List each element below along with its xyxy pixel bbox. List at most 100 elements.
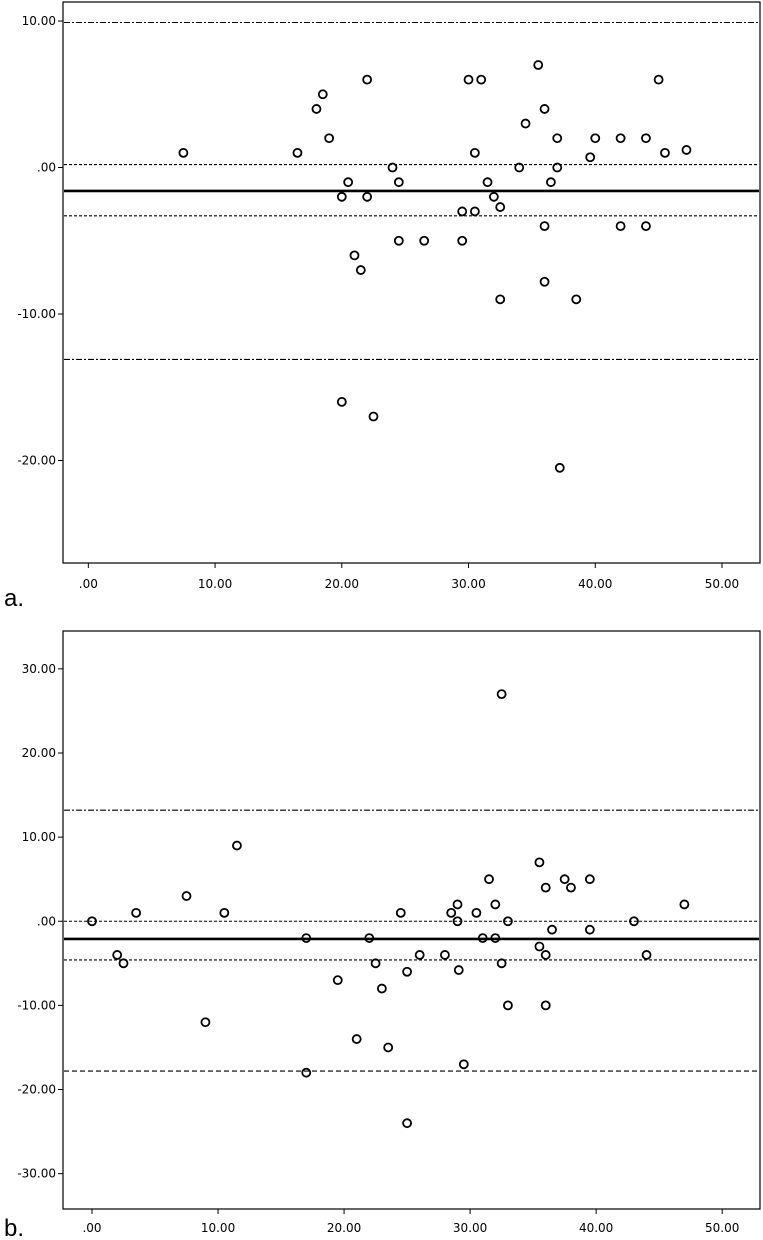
panel-b-data-point bbox=[395, 907, 406, 918]
panel-b-data-point bbox=[534, 941, 545, 952]
panel-a-data-point bbox=[546, 177, 556, 188]
panel-a-data-point bbox=[349, 250, 360, 261]
panel-a-data-point bbox=[324, 133, 335, 144]
panel-b-data-point bbox=[540, 1000, 551, 1011]
panel-a-data-point bbox=[495, 202, 506, 212]
panel-b-data-point bbox=[370, 958, 381, 969]
panel-b-data-point bbox=[301, 933, 312, 943]
panel-a-data-point bbox=[476, 74, 487, 85]
panel-b-data-point bbox=[484, 874, 494, 885]
panel-b-data-point bbox=[232, 840, 242, 851]
panel-a-data-point bbox=[681, 145, 692, 155]
panel-b-data-point bbox=[402, 1118, 412, 1129]
panel-a-data-point bbox=[469, 206, 480, 217]
panel-b-data-point bbox=[534, 857, 545, 868]
panel-a-data-point bbox=[469, 147, 480, 158]
panel-b-data-point bbox=[566, 882, 576, 893]
panel-b-data-point bbox=[490, 899, 501, 910]
panel-a-data-point bbox=[585, 152, 596, 163]
panel-b-y-tick-label: 20.00 bbox=[22, 746, 56, 760]
panel-b-data-point bbox=[402, 966, 412, 977]
panel-a-data-point bbox=[393, 177, 404, 188]
panel-a: 10.00 .00 -10.00 -20.00 .00 10.00 20.00 30.00 40… bbox=[4, 1, 761, 612]
panel-a-data-point bbox=[362, 74, 373, 85]
panel-b-data-point bbox=[131, 907, 142, 918]
panel-a-data-point bbox=[393, 235, 404, 246]
panel-a-data-point bbox=[533, 60, 544, 70]
panel-a-data-point bbox=[311, 104, 322, 114]
panel-a-data-point bbox=[457, 235, 468, 246]
panel-b-data-point bbox=[453, 965, 464, 975]
panel-b-data-point bbox=[118, 958, 129, 969]
panel-b-data-point bbox=[452, 899, 463, 910]
panel-b-data-point bbox=[471, 907, 482, 918]
panel-a-label: a. bbox=[4, 585, 24, 612]
panel-a-data-point bbox=[419, 235, 430, 246]
panel-a-y-tick-label: -20.00 bbox=[17, 453, 56, 467]
panel-b-data-point bbox=[547, 924, 557, 935]
panel-a-data-point bbox=[292, 147, 303, 158]
panel-b-data-point bbox=[503, 1000, 513, 1011]
panel-a-data-point bbox=[463, 74, 474, 85]
panel-b-data-point bbox=[440, 950, 450, 960]
panel-b-x-tick-label: 40.00 bbox=[579, 1221, 613, 1235]
panel-a-data-point bbox=[615, 133, 626, 144]
panel-b-x-tick-label: .00 bbox=[82, 1221, 101, 1235]
panel-a-data-point bbox=[660, 147, 670, 158]
panel-b-data-point bbox=[540, 882, 551, 893]
panel-a-data-point bbox=[488, 191, 499, 202]
panel-b-data-point bbox=[584, 924, 595, 935]
panel-a-x-tick-label: 30.00 bbox=[451, 577, 485, 591]
panel-a-data-point bbox=[552, 133, 563, 144]
panel-b-y-tick-label: -30.00 bbox=[17, 1167, 56, 1181]
panel-a-data-point bbox=[552, 162, 563, 173]
panel-a-data-point bbox=[387, 162, 398, 173]
panel-a-data-point bbox=[539, 221, 550, 232]
panel-a-data-point bbox=[539, 276, 550, 287]
panel-b-y-tick-label: -20.00 bbox=[17, 1083, 56, 1097]
panel-a-x-tick-label: .00 bbox=[79, 577, 98, 591]
panel-b-y-tick-label: -10.00 bbox=[17, 998, 56, 1012]
panel-a-data-point bbox=[571, 294, 582, 305]
panel-b-data-point bbox=[332, 975, 343, 986]
panel-a-data-point bbox=[653, 74, 664, 85]
panel-a-data-point bbox=[615, 221, 626, 232]
panel-b-data-point bbox=[200, 1017, 211, 1028]
panel-b-data-point bbox=[414, 950, 425, 960]
panel-b-data-point bbox=[181, 891, 192, 901]
panel-a-x-tick-label: 20.00 bbox=[325, 577, 359, 591]
panel-a-x-tick-label: 40.00 bbox=[578, 577, 612, 591]
panel-a-data-point bbox=[554, 462, 565, 473]
panel-a-data-point bbox=[495, 294, 506, 305]
panel-b-data-point bbox=[477, 933, 488, 943]
panel-a-data-point bbox=[343, 177, 354, 188]
panel-a-data-point bbox=[641, 221, 651, 232]
panel-b-data-point bbox=[503, 916, 513, 927]
panel-b-data-point bbox=[446, 907, 457, 918]
panel-b-data-point bbox=[490, 933, 501, 943]
panel-b-data-point bbox=[496, 958, 507, 969]
panel-b-x-tick-label: 20.00 bbox=[327, 1221, 361, 1235]
panel-a-data-point bbox=[317, 89, 328, 100]
panel-b-plot-frame bbox=[62, 630, 761, 1210]
panel-a-data-point bbox=[457, 206, 468, 217]
panel-b-data-point bbox=[351, 1034, 362, 1044]
panel-a-data-point bbox=[539, 104, 550, 114]
panel-b-y-tick-label: .00 bbox=[37, 914, 56, 928]
panel-b-x-tick-label: 10.00 bbox=[201, 1221, 235, 1235]
panel-a-data-point bbox=[520, 118, 531, 129]
panel-a-data-point bbox=[514, 162, 525, 173]
panel-b: 30.00 20.00 10.00 .00 -10.00 -20.00 -30.00 .00 1… bbox=[4, 630, 761, 1240]
panel-b-data-point bbox=[364, 933, 375, 943]
panel-a-y-tick-label: 10.00 bbox=[22, 14, 56, 28]
panel-b-data-point bbox=[112, 950, 123, 960]
panel-b-data-point bbox=[452, 916, 463, 927]
panel-a-data-point bbox=[336, 191, 347, 202]
panel-b-data-point bbox=[629, 916, 639, 927]
panel-b-data-point bbox=[540, 950, 551, 960]
panel-b-data-point bbox=[383, 1042, 394, 1053]
panel-b-data-point bbox=[87, 916, 97, 927]
panel-a-data-point bbox=[368, 411, 379, 422]
panel-b-y-tick-label: 30.00 bbox=[22, 662, 56, 676]
panel-b-data-point bbox=[301, 1067, 312, 1078]
